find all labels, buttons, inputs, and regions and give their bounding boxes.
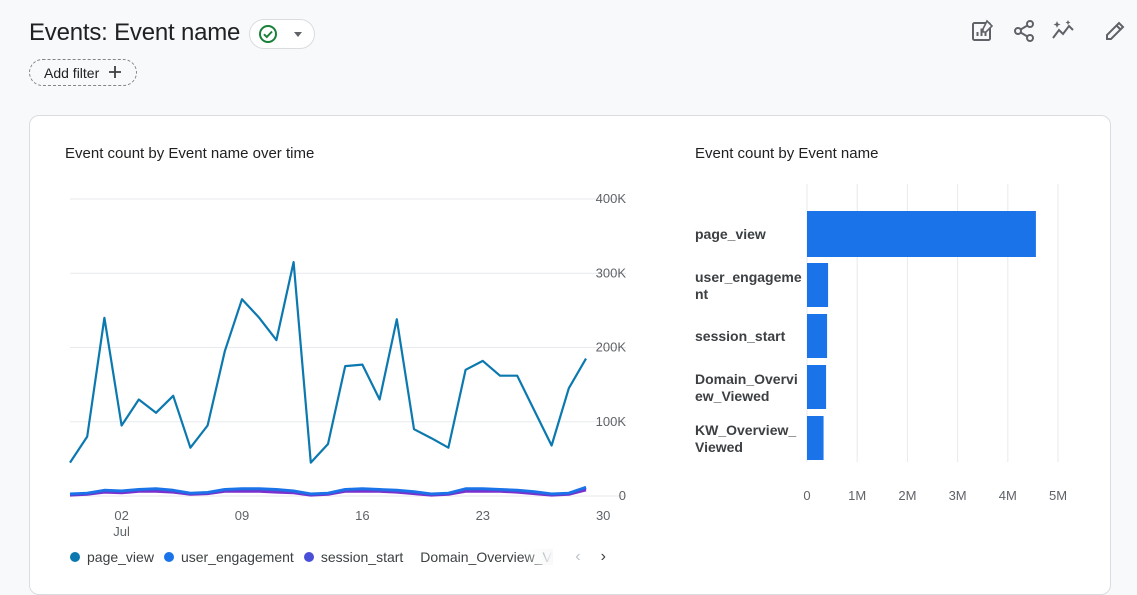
legend-dot <box>303 552 314 562</box>
category-label: Domain_Overvi ew_Viewed <box>695 371 798 404</box>
category-label: user_engageme nt <box>695 269 802 302</box>
edit-icon[interactable] <box>1103 19 1127 43</box>
line-chart-title: Event count by Event name over time <box>65 145 315 162</box>
legend-label: session_start <box>320 549 404 565</box>
category-label: session_start <box>695 328 786 344</box>
y-tick-label: 400K <box>596 191 627 206</box>
bar-session-start <box>807 314 828 358</box>
series-line-page-view <box>69 260 587 464</box>
bar-user-engagement <box>807 263 829 307</box>
legend-prev-button[interactable]: ‹ <box>575 548 581 565</box>
legend-label: Domain_Overview_Viewed <box>420 549 553 565</box>
x-tick-label: 3M <box>949 488 967 503</box>
x-tick-label: 4M <box>999 488 1017 503</box>
y-tick-label: 100K <box>596 414 627 429</box>
bar-chart[interactable]: 0 1M 2M 3M 4M 5M page_view user_engageme ntsessi… <box>680 180 1100 520</box>
caret-down-icon <box>294 32 302 37</box>
legend-label: user_engagement <box>180 549 294 565</box>
x-tick-label: 0 <box>803 488 810 503</box>
x-tick-label: 2M <box>898 488 916 503</box>
page-title: Events: Event name <box>29 19 241 46</box>
y-tick-label: 200K <box>596 340 627 355</box>
bar-kw-overview-viewed <box>807 416 824 460</box>
line-chart-legend: page_view user_engagement session_start … <box>70 548 606 566</box>
series-line-user-engagement <box>69 485 587 496</box>
category-label: KW_Overview_ Viewed <box>695 422 796 455</box>
x-tick-label: 30 <box>596 508 610 523</box>
x-tick-label: 02 <box>114 508 128 523</box>
legend-dot <box>163 552 174 562</box>
line-chart[interactable]: 0 100K 200K 300K 400K 02 09 16 23 30 Jul <box>50 180 650 539</box>
x-tick-label: 5M <box>1049 488 1067 503</box>
bar-domain-overview-viewed <box>807 365 827 409</box>
x-month-label: Jul <box>113 524 130 539</box>
y-tick-label: 0 <box>619 488 626 503</box>
legend-item-domain-overview[interactable]: Domain_Overview_Viewed <box>413 549 554 565</box>
y-tick-label: 300K <box>596 265 627 280</box>
x-tick-label: 16 <box>355 508 369 523</box>
add-filter-label: Add filter <box>44 64 100 81</box>
plus-icon <box>109 66 121 78</box>
category-label: page_view <box>695 226 766 242</box>
add-filter-button[interactable]: Add filter <box>29 59 137 86</box>
legend-dot <box>70 552 80 562</box>
x-tick-label: 09 <box>235 508 249 523</box>
check-circle-icon <box>259 25 277 43</box>
legend-item-session-start[interactable]: session_start <box>303 549 404 565</box>
insights-icon[interactable] <box>1051 19 1075 43</box>
share-icon[interactable] <box>1012 19 1036 43</box>
bar-page-view <box>807 211 1036 257</box>
bar-chart-title: Event count by Event name <box>695 145 879 162</box>
legend-item-page-view[interactable]: page_view <box>70 549 154 565</box>
customize-report-icon[interactable] <box>970 19 994 43</box>
x-tick-label: 23 <box>476 508 490 523</box>
status-dropdown[interactable] <box>249 19 315 49</box>
legend-label: page_view <box>87 549 154 565</box>
legend-next-button[interactable]: › <box>600 548 606 565</box>
legend-item-user-engagement[interactable]: user_engagement <box>163 549 294 565</box>
x-tick-label: 1M <box>848 488 866 503</box>
